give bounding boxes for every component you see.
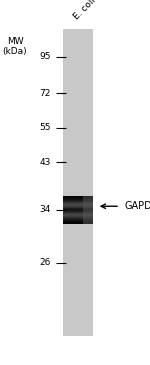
Bar — [63, 204, 93, 205]
Bar — [63, 215, 93, 216]
Bar — [63, 209, 93, 210]
Text: 55: 55 — [39, 123, 51, 132]
Bar — [63, 221, 93, 222]
Text: 95: 95 — [39, 52, 51, 61]
Bar — [63, 201, 93, 202]
Bar — [63, 218, 93, 219]
Bar — [63, 212, 93, 213]
Text: GAPDH: GAPDH — [124, 201, 150, 211]
Text: MW
(kDa): MW (kDa) — [3, 36, 27, 56]
Bar — [63, 219, 93, 220]
Bar — [63, 223, 93, 224]
Bar — [63, 216, 93, 217]
Bar — [63, 196, 93, 197]
Bar — [63, 211, 93, 212]
Bar — [63, 197, 93, 198]
Text: E. coli M15: E. coli M15 — [72, 0, 113, 22]
Text: 43: 43 — [40, 158, 51, 167]
Bar — [63, 203, 93, 204]
Bar — [63, 222, 93, 223]
Text: 34: 34 — [40, 205, 51, 214]
Bar — [63, 206, 93, 207]
Bar — [63, 217, 93, 218]
Bar — [63, 220, 93, 221]
Text: 26: 26 — [40, 258, 51, 267]
Bar — [63, 208, 93, 209]
Text: 72: 72 — [40, 89, 51, 97]
Bar — [63, 198, 93, 199]
Bar — [63, 29, 93, 336]
Bar — [63, 202, 93, 203]
Bar — [63, 214, 93, 215]
Bar — [63, 199, 93, 200]
Bar — [82, 196, 93, 224]
Bar — [63, 200, 93, 201]
Bar — [63, 213, 93, 214]
Bar — [63, 210, 93, 211]
Bar — [63, 207, 93, 208]
Bar — [63, 205, 93, 206]
